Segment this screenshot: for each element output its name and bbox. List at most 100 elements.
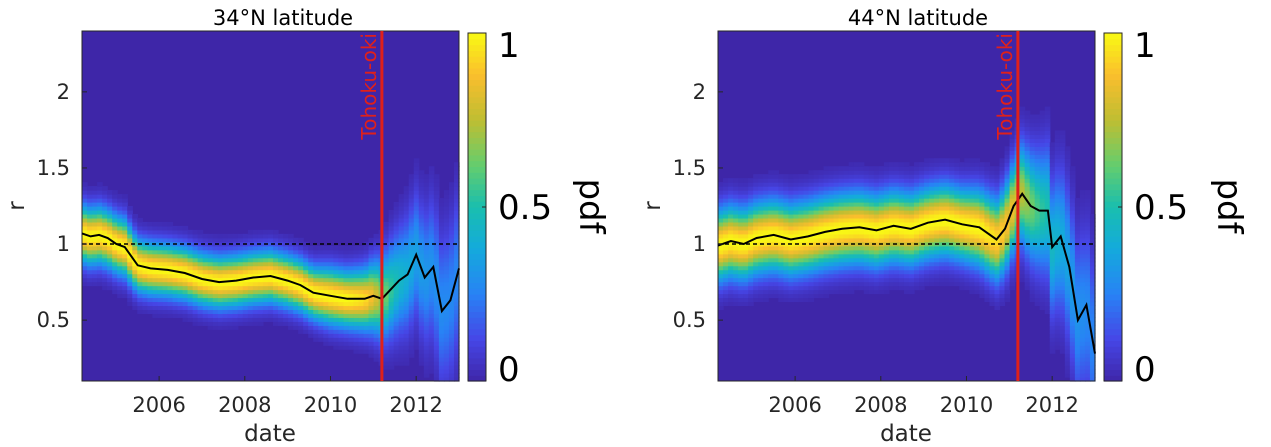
heat-cell [753,190,759,195]
heat-cell [408,194,415,199]
heat-cell [358,245,365,251]
heat-cell [443,377,450,382]
heat-cell [808,213,815,219]
heat-cell [763,209,769,215]
heat-cell [1079,273,1086,279]
heat-cell [1034,273,1041,279]
heat-cell [898,253,905,259]
heat-cell [828,194,835,199]
heat-cell [92,237,98,243]
heat-cell [984,202,991,207]
heat-cell [813,249,820,255]
heat-cell [1084,273,1091,279]
heat-cell [1049,213,1056,219]
heat-cell [1084,325,1091,330]
heat-cell [1059,253,1066,259]
heat-cell [798,273,805,279]
heat-cell [753,285,759,291]
heat-cell [117,194,123,199]
heat-cell [288,245,294,251]
heat-cell [388,325,395,330]
heat-cell [964,186,970,191]
heat-cell [803,289,810,295]
heat-cell [1039,265,1046,271]
heat-cell [207,301,214,307]
heat-cell [939,170,945,175]
heat-cell [157,281,164,287]
heat-cell [443,261,450,267]
heat-cell [808,265,815,271]
heat-cell [798,281,805,287]
heat-cell [994,301,1001,307]
heat-cell [1079,365,1086,370]
heat-cell [848,249,855,255]
heat-cell [808,257,815,263]
colorbar-swatch [468,38,486,46]
heat-cell [929,182,935,187]
heat-cell [1089,369,1096,374]
heat-cell [1059,313,1066,318]
heat-cell [162,265,169,271]
heat-cell [338,345,344,350]
heat-cell [172,313,179,318]
heat-cell [273,313,279,318]
heat-cell [262,253,269,259]
colorbar-swatch [468,160,486,167]
heat-cell [888,221,895,227]
heat-cell [453,345,460,350]
heat-cell [753,229,759,235]
heat-cell [348,313,355,318]
heat-cell [232,245,239,251]
heat-cell [883,261,890,267]
heat-cell [949,281,955,287]
heat-cell [929,237,935,243]
heat-cell [888,194,895,199]
heat-cell [843,245,850,251]
heat-cell [127,297,133,303]
heat-cell [408,333,415,338]
heat-cell [187,245,194,251]
heat-cell [298,313,304,318]
heat-cell [247,245,254,251]
heat-cell [252,293,259,299]
heat-cell [418,285,425,291]
heat-cell [793,194,800,199]
heat-cell [793,249,800,255]
heat-cell [793,178,800,183]
heat-cell [1009,134,1016,139]
heat-cell [237,241,244,247]
heat-cell [293,301,299,307]
heat-cell [348,309,355,314]
colorbar-swatch [468,143,486,150]
heat-cell [803,273,810,279]
heat-cell [202,245,209,251]
heat-cell [969,194,975,199]
heat-cell [1049,190,1056,195]
heat-cell [1004,213,1011,219]
heat-cell [222,325,229,330]
heat-cell [848,285,855,291]
heat-cell [838,217,845,223]
heat-cell [979,277,986,283]
heat-cell [418,337,425,342]
heat-cell [1009,154,1016,159]
heat-cell [453,373,460,378]
heat-cell [82,186,88,191]
heat-cell [313,293,319,299]
heat-cell [1004,158,1011,163]
heat-cell [97,281,103,287]
colorbar-swatch [468,102,486,109]
heat-cell [1069,174,1076,179]
heat-cell [949,206,955,211]
heat-cell [338,261,344,267]
heat-cell [763,221,769,227]
heat-cell [808,289,815,295]
heat-cell [1024,221,1031,227]
heat-cell [803,198,810,203]
heat-cell [408,289,415,295]
heat-cell [828,190,835,195]
heat-cell [1044,265,1051,271]
heat-cell [934,229,940,235]
heat-cell [903,273,910,279]
heat-cell [959,178,965,183]
